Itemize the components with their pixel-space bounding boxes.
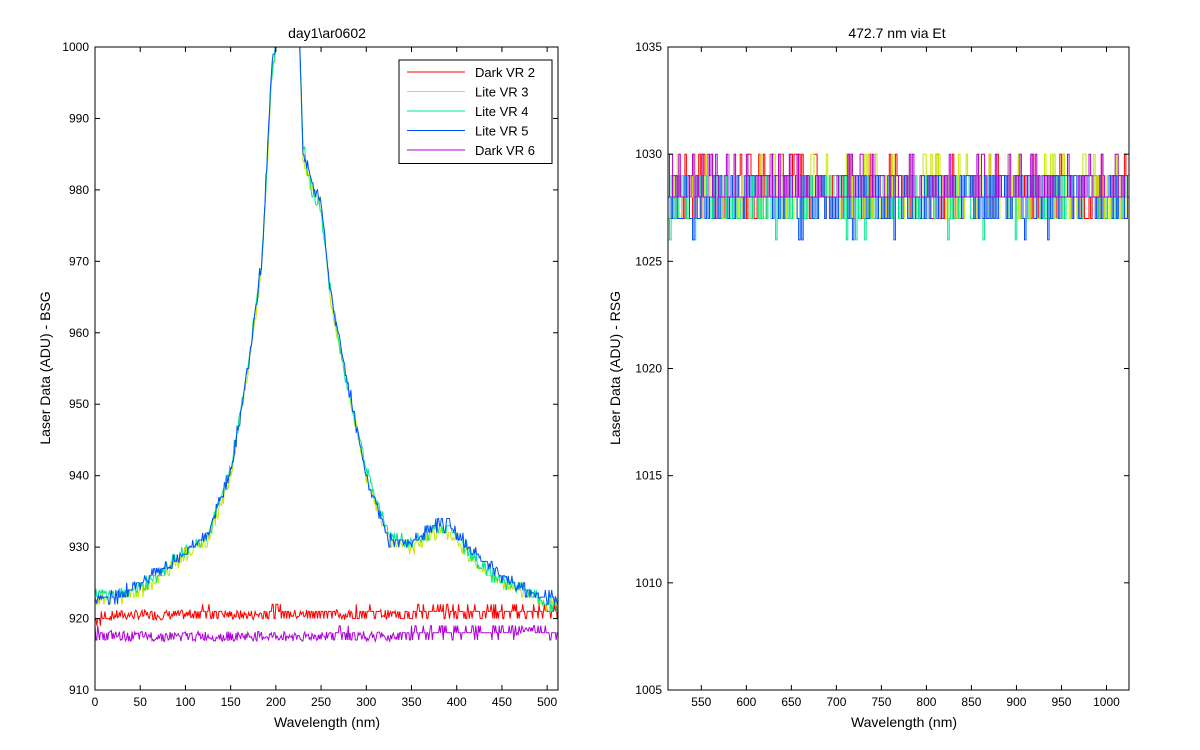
chart-rsg-ytick-label: 1015: [635, 469, 662, 483]
chart-bsg-xtick-label: 50: [134, 695, 148, 709]
chart-bsg-axes: [94, 46, 559, 691]
chart-rsg-ylabel: Laser Data (ADU) - RSG: [607, 291, 623, 445]
chart-bsg: day1\ar0602 Wavelength (nm) Laser Data (…: [37, 25, 559, 730]
chart-rsg-ytick-label: 1025: [635, 254, 662, 268]
legend-label: Lite VR 3: [475, 85, 528, 100]
chart-rsg-axes: [667, 46, 1130, 691]
chart-bsg-frame: [94, 46, 559, 691]
chart-rsg-xtick-label: 750: [871, 695, 891, 709]
chart-bsg-yticks: 910 920 930 940 950 960 970 980 990 1000: [62, 40, 558, 697]
chart-bsg-xtick-label: 150: [221, 695, 241, 709]
chart-rsg-ytick-label: 1005: [635, 683, 662, 697]
chart-bsg-ytick-label: 990: [69, 111, 89, 125]
chart-bsg-xtick-label: 0: [92, 695, 99, 709]
chart-rsg-xtick-label: 950: [1051, 695, 1071, 709]
legend-label: Lite VR 4: [475, 104, 528, 119]
chart-bsg-series-line-4: [95, 47, 558, 606]
chart-rsg-xtick-label: 800: [916, 695, 936, 709]
chart-bsg-xtick-label: 200: [266, 695, 286, 709]
chart-rsg-ytick-label: 1020: [635, 362, 662, 376]
chart-bsg-xtick-label: 450: [492, 695, 512, 709]
chart-bsg-xtick-label: 250: [311, 695, 331, 709]
chart-rsg-ytick-label: 1010: [635, 576, 662, 590]
legend-box: [398, 59, 553, 164]
chart-rsg-ytick-label: 1030: [635, 147, 662, 161]
chart-bsg-ytick-label: 910: [69, 683, 89, 697]
chart-bsg-xtick-label: 500: [537, 695, 557, 709]
chart-bsg-title: day1\ar0602: [288, 25, 366, 41]
chart-rsg-series-group: [668, 153, 1129, 241]
chart-rsg-title: 472.7 nm via Et: [848, 25, 945, 41]
chart-bsg-ytick-label: 970: [69, 254, 89, 268]
chart-bsg-ytick-label: 940: [69, 469, 89, 483]
chart-bsg-xtick-label: 100: [175, 695, 195, 709]
legend-label: Dark VR 2: [475, 65, 535, 80]
chart-bsg-ylabel: Laser Data (ADU) - BSG: [37, 291, 53, 444]
chart-bsg-xtick-label: 350: [401, 695, 421, 709]
chart-rsg-xticks: 550 600 650 700 750 800 850 900 950 1000: [691, 47, 1120, 709]
chart-rsg-xtick-label: 1000: [1093, 695, 1120, 709]
chart-rsg-xtick-label: 550: [691, 695, 711, 709]
chart-bsg-xlabel: Wavelength (nm): [274, 714, 380, 730]
chart-bsg-ytick-label: 960: [69, 326, 89, 340]
chart-rsg-xtick-label: 650: [781, 695, 801, 709]
chart-bsg-legend: Dark VR 2 Lite VR 3 Lite VR 4 Lite VR 5 Dark…: [398, 59, 553, 164]
chart-rsg-xtick-label: 900: [1006, 695, 1026, 709]
legend-label: Lite VR 5: [475, 124, 528, 139]
chart-rsg-frame: [667, 46, 1130, 691]
legend-label: Dark VR 6: [475, 143, 535, 158]
chart-rsg-xlabel: Wavelength (nm): [851, 714, 957, 730]
chart-bsg-xticks: 0 50 100 150 200 250 300 350 400 450 500: [92, 47, 557, 709]
chart-bsg-ytick-label: 920: [69, 612, 89, 626]
chart-rsg-series-line-5: [668, 153, 1129, 198]
chart-rsg-xtick-label: 700: [826, 695, 846, 709]
chart-bsg-series-line-5: [95, 624, 558, 644]
chart-bsg-series-line-1: [95, 603, 558, 626]
chart-bsg-series-group: [95, 47, 558, 644]
chart-rsg-xtick-label: 850: [961, 695, 981, 709]
chart-bsg-ytick-label: 950: [69, 397, 89, 411]
chart-bsg-ytick-label: 1000: [62, 40, 89, 54]
chart-bsg-xtick-label: 400: [447, 695, 467, 709]
chart-rsg: 472.7 nm via Et Wavelength (nm) Laser Da…: [607, 25, 1130, 730]
chart-bsg-ytick-label: 930: [69, 540, 89, 554]
chart-rsg-ytick-label: 1035: [635, 40, 662, 54]
chart-bsg-xtick-label: 300: [356, 695, 376, 709]
chart-rsg-xtick-label: 600: [736, 695, 756, 709]
chart-rsg-yticks: 1005 1010 1015 1020 1025 1030 1035: [635, 40, 1129, 697]
chart-bsg-ytick-label: 980: [69, 183, 89, 197]
